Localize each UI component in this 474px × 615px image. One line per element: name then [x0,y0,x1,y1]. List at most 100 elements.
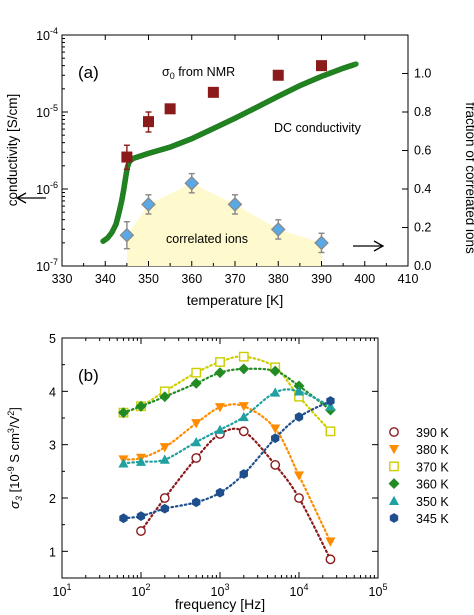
series-curve [139,427,332,561]
series-point [239,469,248,479]
fraction-point [119,227,135,243]
panel-a-ylabel: conductivity [S/cm] [5,94,20,207]
y2-tick-label: 0.0 [414,259,431,273]
fraction-point [270,222,286,237]
series-point [191,419,202,429]
left-arrow-icon [15,192,46,204]
series-point [270,387,281,397]
series-point [214,403,226,413]
nmr-point [272,69,284,81]
legend-marker [388,445,400,455]
series-point [159,391,171,403]
dc-point [353,61,359,67]
nmr-point [164,103,176,115]
series-point [191,367,202,378]
panel-b-y-ticks: 1 2 3 4 5 [49,332,378,559]
nmr-point [143,116,154,128]
panel-b-label: (b) [78,366,99,385]
series-point [190,377,202,389]
x-tick-label: 103 [211,582,230,599]
legend-marker [389,513,399,523]
panel-a-y2-ticks: 0.0 0.2 0.4 0.6 0.8 1.0 [402,67,431,273]
series-point [118,458,129,468]
legend-marker [388,495,400,505]
series-point [159,493,170,503]
nmr-point [316,60,327,72]
series-point [270,460,281,470]
x-tick-label: 330 [52,272,73,286]
x-tick-label: 380 [268,272,289,286]
series-point [293,380,305,392]
series-point [294,493,304,503]
series-point [159,454,170,464]
series-point [238,351,249,362]
series-point [325,537,336,547]
panel-a-x-ticks: 330 340 350 360 370 380 390 400 410 [52,35,419,286]
series-point [119,513,128,524]
series-point [269,365,281,377]
series-360-k [118,363,336,419]
series-point [214,367,226,379]
correlated-area [126,183,322,266]
series-point [136,526,146,536]
series-point [118,407,129,419]
x-tick-label: 360 [181,272,202,286]
x-tick-label: 340 [95,272,116,286]
nmr-series [121,60,327,171]
nmr-point [121,151,133,163]
x-tick-label: 350 [138,272,159,286]
legend-label: 360 K [416,478,449,492]
legend-marker [388,478,400,490]
fraction-point [141,197,156,212]
series-point [238,402,249,412]
series-345-k [119,396,335,524]
legend-label: 370 K [416,460,449,474]
panel-b-x-ticks: 101 102 103 104 105 [53,338,388,599]
fraction-point [184,175,200,191]
x-tick-label: 390 [311,272,332,286]
series-point [325,401,336,411]
x-tick-label: 105 [369,582,388,599]
sigma0-annotation: σ0 from NMR [162,65,235,81]
y-tick-label: 10-4 [36,26,58,43]
legend-label: 380 K [416,443,449,457]
panel-a: 10-7 10-6 10-5 10-4 330 340 350 360 370 380 390 40… [5,26,474,308]
y-tick-label: 10-6 [36,180,58,197]
dc-annotation: DC conductivity [274,121,362,135]
x-tick-label: 410 [398,272,419,286]
panel-a-label: (a) [78,63,99,82]
series-point [215,357,225,367]
x-tick-label: 101 [53,582,72,599]
x-tick-label: 102 [132,582,151,599]
dc-conductivity-series [100,61,359,244]
series-point [215,487,225,498]
y-tick-label: 10-7 [36,257,58,274]
legend-marker [389,461,399,472]
series-point [293,386,305,396]
panel-b-series [118,351,336,565]
fraction-point [314,235,329,251]
y-tick-label: 10-5 [36,103,58,120]
panel-a-y2label: fraction of correlated ions [463,102,474,254]
series-point [238,411,249,422]
x-tick-label: 104 [290,582,309,599]
x-tick-label: 400 [354,272,375,286]
legend-marker [389,427,399,437]
right-arrow-icon [353,240,385,252]
y-tick-label: 3 [49,439,56,453]
legend-label: 390 K [416,426,449,440]
series-point [214,424,226,434]
nmr-point [207,86,219,98]
panel-a-xlabel: temperature [K] [187,292,284,308]
series-point [136,511,146,521]
series-point [238,426,249,437]
fraction-point [227,197,243,212]
y-tick-label: 4 [49,385,56,399]
y-tick-label: 5 [49,332,56,346]
series-point [159,443,170,453]
fraction-series [119,172,329,254]
panel-b-xlabel: frequency [Hz] [175,596,265,612]
series-point [192,497,201,508]
correlated-annotation: correlated ions [166,232,248,246]
